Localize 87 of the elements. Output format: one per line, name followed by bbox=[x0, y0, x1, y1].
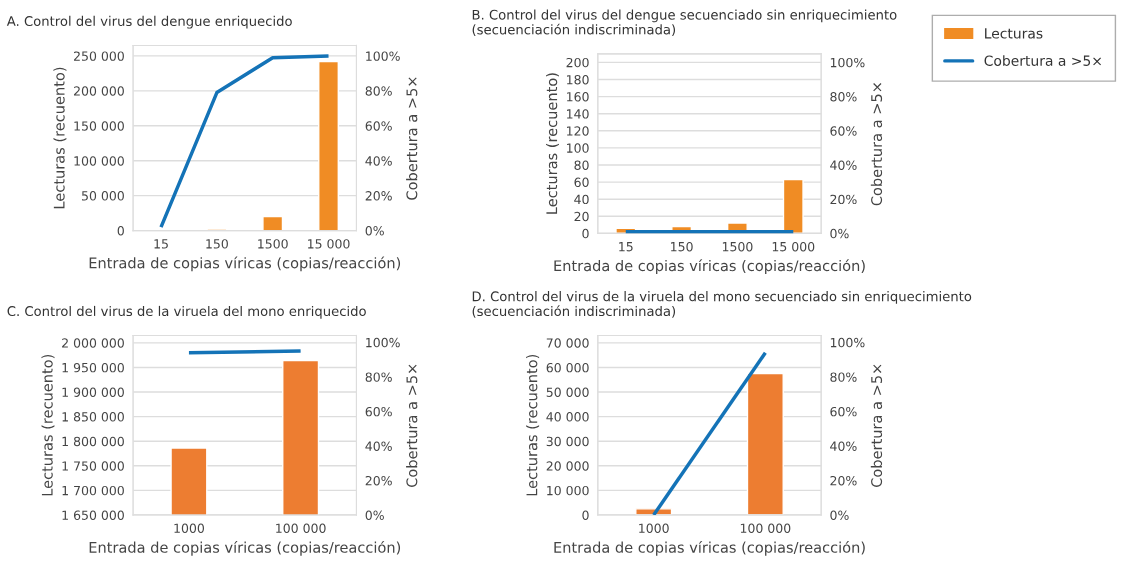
y-tick-label: 1 850 000 bbox=[62, 412, 124, 422]
x-tick-label: 150 bbox=[671, 241, 693, 252]
legend-label: Cobertura a >5× bbox=[984, 55, 1102, 66]
chart-title: A. Control del virus del dengue enriquecido bbox=[6, 15, 292, 29]
x-axis-title: Entrada de copias víricas (copias/reacción) bbox=[554, 540, 865, 556]
y-tick-label: 150 000 bbox=[74, 121, 124, 131]
y-tick-label: 80 bbox=[574, 160, 589, 170]
y2-axis-title: Cobertura a >5× bbox=[406, 364, 418, 487]
y-tick-label: 60 000 bbox=[546, 362, 589, 373]
y2-tick-label: 100% bbox=[830, 57, 865, 68]
y-tick-label: 40 000 bbox=[546, 412, 589, 422]
x-axis-title: Entrada de copias víricas (copias/reacción) bbox=[89, 256, 401, 272]
y2-tick-label: 0% bbox=[365, 510, 384, 520]
y-tick-label: 50 000 bbox=[546, 387, 589, 397]
y-tick-label: 70 000 bbox=[546, 338, 589, 348]
y-axis-title: Lecturas (recuento) bbox=[53, 67, 67, 209]
y2-tick-label: 40% bbox=[830, 441, 857, 451]
y-tick-label: 1 900 000 bbox=[62, 387, 124, 397]
y-tick-label: 40 bbox=[574, 194, 589, 205]
y-tick-label: 120 bbox=[567, 126, 589, 136]
y2-tick-label: 40% bbox=[830, 160, 857, 170]
y-tick-label: 30 000 bbox=[546, 436, 589, 447]
y-tick-label: 180 bbox=[567, 74, 589, 85]
chart-title: D. Control del virus de la viruela del mono secuenciado sin enriquecimiento (secuenciación indiscriminada) bbox=[472, 291, 972, 318]
y2-axis-title: Cobertura a >5× bbox=[870, 83, 883, 206]
chart-title: B. Control del virus del dengue secuenciado sin enriquecimiento (secuenciación indiscriminada) bbox=[472, 9, 897, 37]
y2-tick-label: 20% bbox=[830, 475, 857, 486]
x-tick-label: 15 bbox=[154, 239, 168, 249]
y2-tick-label: 20% bbox=[830, 194, 857, 205]
y-tick-label: 60 bbox=[574, 177, 589, 188]
y-tick-label: 160 bbox=[567, 92, 589, 102]
y-tick-label: 1 650 000 bbox=[62, 510, 124, 520]
y2-tick-label: 60% bbox=[830, 406, 857, 417]
y2-tick-label: 20% bbox=[365, 475, 392, 486]
y-tick-label: 100 bbox=[567, 143, 589, 153]
y2-tick-label: 80% bbox=[830, 92, 857, 102]
legend-label: Lecturas bbox=[985, 28, 1043, 39]
x-tick-label: 1500 bbox=[258, 239, 288, 249]
y2-tick-label: 80% bbox=[365, 86, 392, 96]
y-tick-label: 1 750 000 bbox=[62, 461, 124, 471]
y-tick-label: 20 000 bbox=[546, 461, 589, 471]
y2-tick-label: 40% bbox=[365, 441, 392, 451]
y-tick-label: 140 bbox=[567, 109, 589, 119]
y2-tick-label: 100% bbox=[366, 51, 400, 61]
y2-tick-label: 100% bbox=[830, 337, 865, 348]
y2-tick-label: 60% bbox=[365, 406, 392, 417]
chart-title: C. Control del virus de la viruela del mono enriquecido bbox=[7, 305, 366, 319]
y2-tick-label: 40% bbox=[365, 156, 392, 166]
y-axis-title: Lecturas (recuento) bbox=[526, 354, 540, 496]
y-tick-label: 50 000 bbox=[82, 191, 124, 201]
x-tick-label: 15 bbox=[619, 242, 633, 252]
x-axis-title: Entrada de copias víricas (copias/reacción) bbox=[89, 540, 401, 556]
y-tick-label: 1 700 000 bbox=[62, 485, 124, 496]
y-tick-label: 200 000 bbox=[74, 86, 124, 96]
y2-tick-label: 0% bbox=[365, 226, 384, 236]
y-tick-label: 100 000 bbox=[74, 156, 124, 166]
y-tick-label: 250 000 bbox=[74, 51, 124, 61]
y-tick-label: 200 bbox=[566, 57, 589, 68]
y2-tick-label: 0% bbox=[830, 510, 849, 520]
y2-tick-label: 0% bbox=[830, 228, 849, 239]
y2-tick-label: 60% bbox=[365, 121, 392, 131]
x-tick-label: 15 000 bbox=[772, 241, 815, 252]
y2-axis-title: Cobertura a >5× bbox=[406, 77, 418, 200]
x-tick-label: 1000 bbox=[174, 523, 205, 534]
x-tick-label: 15 000 bbox=[308, 239, 350, 249]
x-tick-label: 1500 bbox=[722, 241, 753, 252]
y2-tick-label: 100% bbox=[366, 337, 400, 348]
y-tick-label: 0 bbox=[117, 226, 124, 236]
x-tick-label: 150 bbox=[206, 239, 228, 249]
y-tick-label: 1 800 000 bbox=[62, 436, 124, 447]
y-tick-label: 0 bbox=[582, 510, 589, 520]
x-tick-label: 100 000 bbox=[740, 523, 791, 534]
y-axis-title: Lecturas (recuento) bbox=[41, 354, 55, 496]
y-tick-label: 0 bbox=[582, 228, 589, 239]
y-axis-title: Lecturas (recuento) bbox=[545, 73, 559, 214]
x-tick-label: 1000 bbox=[639, 523, 669, 534]
y-tick-label: 2 000 000 bbox=[62, 338, 124, 348]
y-tick-label: 10 000 bbox=[547, 485, 589, 496]
y2-tick-label: 80% bbox=[830, 372, 857, 382]
x-axis-title: Entrada de copias víricas (copias/reacción) bbox=[554, 259, 865, 275]
y-tick-label: 20 bbox=[574, 211, 589, 222]
y-tick-label: 1 950 000 bbox=[62, 362, 124, 373]
y2-tick-label: 60% bbox=[830, 126, 857, 136]
x-tick-label: 100 000 bbox=[276, 523, 326, 534]
y2-tick-label: 80% bbox=[365, 372, 392, 382]
y2-tick-label: 20% bbox=[365, 191, 392, 201]
y2-axis-title: Cobertura a >5× bbox=[870, 364, 883, 487]
